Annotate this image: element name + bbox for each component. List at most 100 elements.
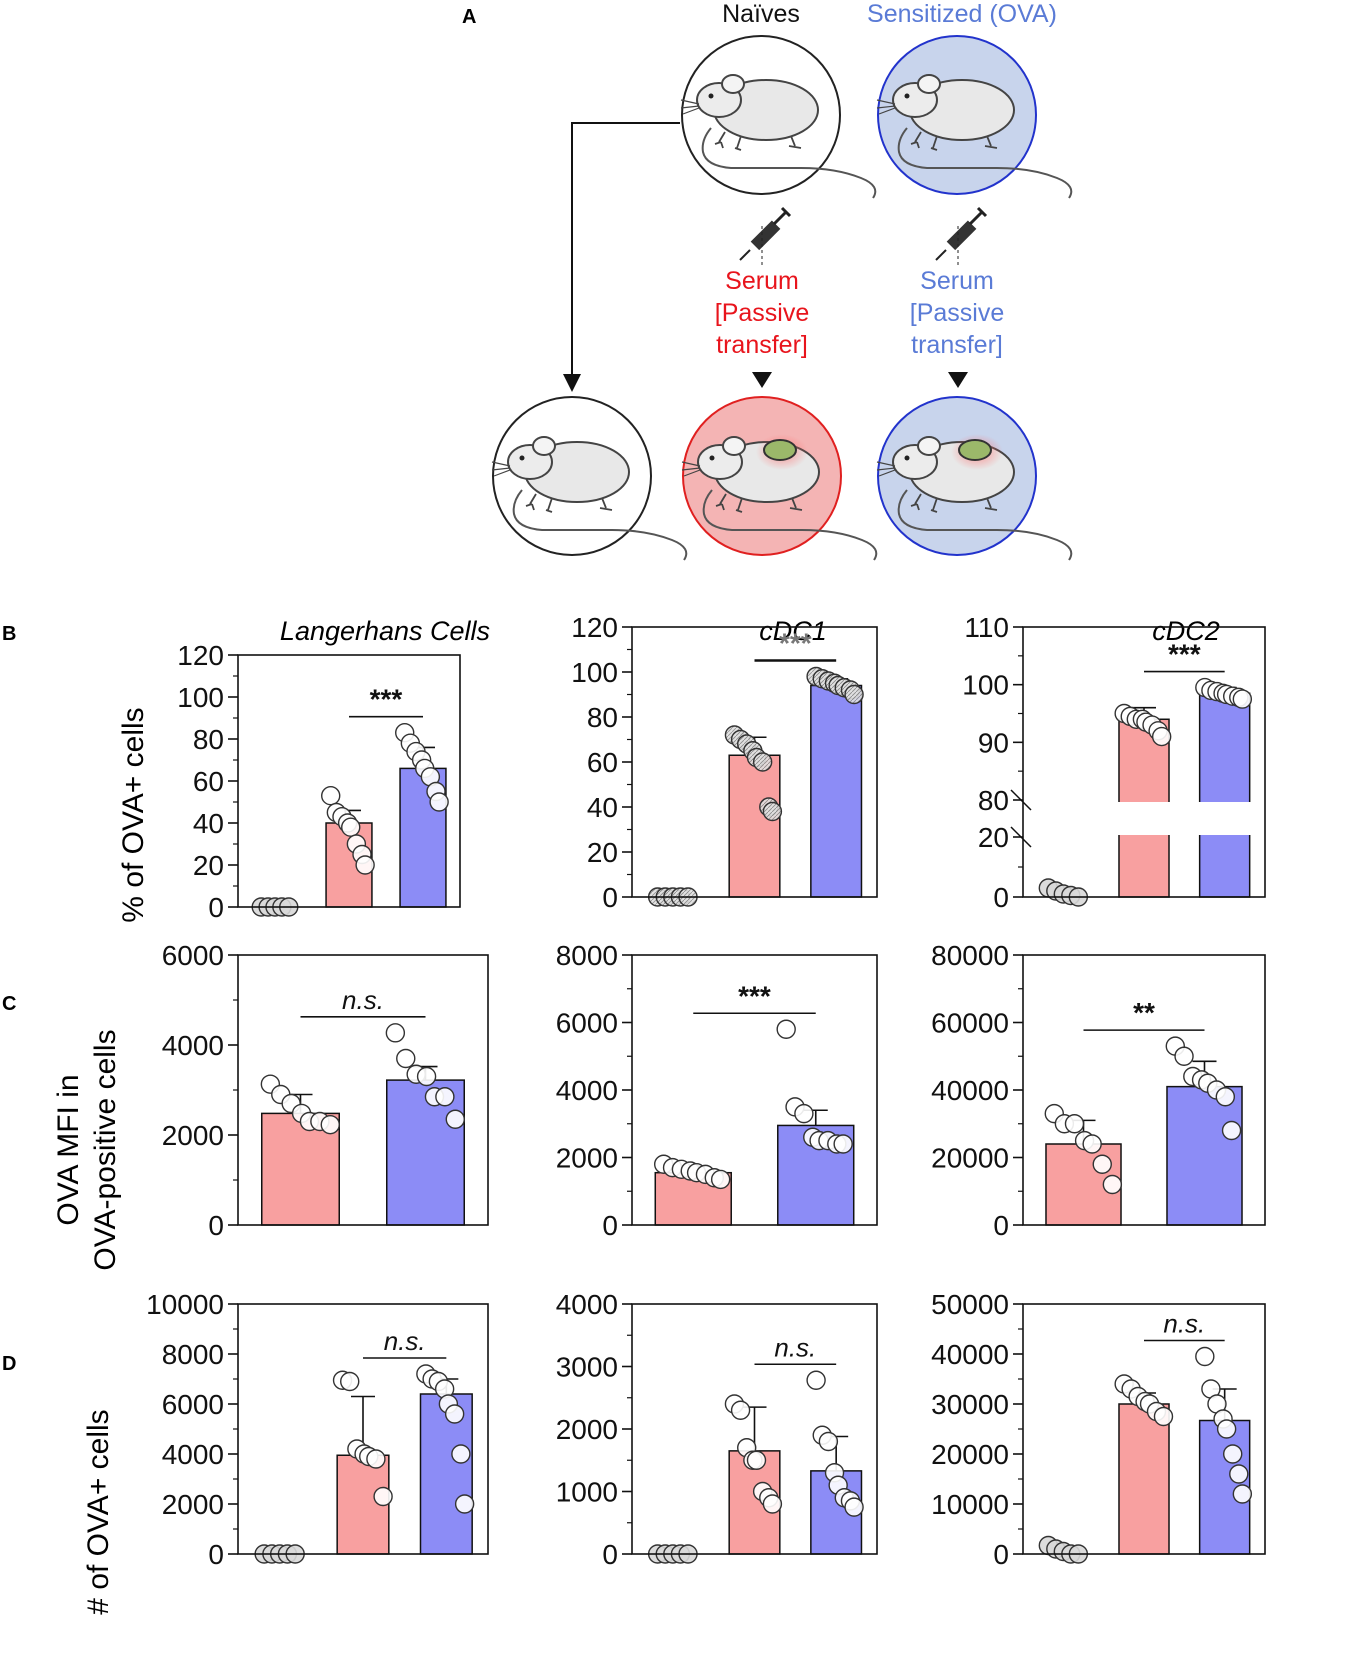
ylabel-row-c-line1: OVA MFI in <box>52 1074 85 1225</box>
y-tick-label: 80000 <box>931 940 1009 971</box>
y-tick-label: 2000 <box>162 1489 224 1520</box>
data-point <box>416 1066 437 1087</box>
data-point <box>445 1109 465 1129</box>
data-point <box>806 1370 826 1390</box>
data-point <box>746 1450 767 1470</box>
data-point <box>730 1400 751 1420</box>
plot-frame <box>1022 626 1266 898</box>
panel-label-a: A <box>462 6 476 28</box>
y-tick-label: 2000 <box>556 1414 618 1445</box>
data-point <box>321 786 341 806</box>
syringe-icon <box>738 206 792 268</box>
chart-c-langerhans: 0 2000 4000 6000 n.s. <box>162 940 489 1241</box>
data-point <box>1151 726 1172 747</box>
data-point <box>451 1444 471 1464</box>
y-tick-label: 4000 <box>556 1075 618 1106</box>
y-tick-label: 60 <box>587 747 618 778</box>
y-tick-label: 6000 <box>162 1389 224 1420</box>
y-tick-label: 90 <box>978 727 1009 758</box>
data-point <box>1221 1120 1242 1141</box>
data-point <box>762 801 783 822</box>
svg-text:Serum: Serum <box>725 267 799 295</box>
svg-text:transfer]: transfer] <box>716 331 808 359</box>
y-tick-label: 0 <box>602 1539 618 1570</box>
arrow-line <box>571 122 680 378</box>
data-point <box>776 1019 796 1039</box>
chart-b-langerhans: 0 20 40 60 80 100 120 *** <box>177 640 461 923</box>
y-tick-label: 30000 <box>931 1389 1009 1420</box>
y-tick-label: 60 <box>193 766 224 797</box>
significance-label: n.s. <box>1163 1309 1205 1339</box>
group-label-naive: Naïves <box>722 0 800 28</box>
y-tick-label: 80 <box>587 702 618 733</box>
axis-break-gap <box>993 802 1275 835</box>
serum-label-blue: Serum [Passive transfer] <box>910 267 1004 359</box>
data-point <box>833 1134 853 1154</box>
bar <box>728 754 781 898</box>
bar <box>386 1079 465 1226</box>
y-tick-label: 8000 <box>556 940 618 971</box>
chart-c-cdc2: 0 20000 40000 60000 80000 ** <box>931 940 1266 1241</box>
significance-label: *** <box>738 980 771 1011</box>
svg-text:Serum: Serum <box>920 267 994 295</box>
data-point <box>844 684 864 705</box>
y-tick-label: 20 <box>978 822 1009 853</box>
chart-b-cdc1: 0 20 40 60 80 100 120 *** <box>571 612 878 913</box>
data-point <box>320 1114 340 1135</box>
column-title-cdc1: cDC1 <box>759 616 827 646</box>
y-tick-label: 10000 <box>931 1489 1009 1520</box>
y-tick-label: 60000 <box>931 1008 1009 1039</box>
data-point <box>340 1371 360 1392</box>
significance-label: ** <box>1133 997 1155 1028</box>
chart-c-cdc1: 0 2000 4000 6000 8000 *** <box>556 940 878 1241</box>
y-tick-label: 2000 <box>162 1120 224 1151</box>
y-tick-label: 4000 <box>162 1030 224 1061</box>
chart-b-cdc2: 0 20 80 90 100 110 *** <box>962 612 1275 913</box>
significance-label: n.s. <box>774 1332 816 1362</box>
serum-label-red: Serum [Passive transfer] <box>715 267 809 359</box>
panel-label-c: C <box>2 993 16 1015</box>
y-tick-label: 0 <box>208 892 224 923</box>
y-tick-label: 6000 <box>556 1008 618 1039</box>
data-point <box>1195 1346 1215 1367</box>
data-point <box>435 1087 455 1107</box>
untreated-mouse <box>491 396 688 561</box>
panel-label-b: B <box>2 623 16 645</box>
data-point <box>396 1048 416 1069</box>
y-tick-label: 3000 <box>556 1352 618 1383</box>
data-point <box>1082 1134 1102 1154</box>
y-tick-label: 0 <box>208 1210 224 1241</box>
y-tick-label: 20 <box>587 837 618 868</box>
y-tick-label: 6000 <box>162 940 224 971</box>
data-point <box>1215 1087 1236 1107</box>
y-tick-label: 4000 <box>556 1289 618 1320</box>
data-point <box>341 817 361 837</box>
y-tick-label: 10000 <box>146 1289 224 1320</box>
data-point <box>385 1023 406 1043</box>
y-tick-label: 0 <box>993 1210 1009 1241</box>
y-tick-label: 40 <box>587 792 618 823</box>
chart-d-langerhans: 0 2000 4000 6000 8000 10000 n.s. <box>146 1289 489 1570</box>
y-tick-label: 20000 <box>931 1143 1009 1174</box>
data-point <box>844 1497 864 1517</box>
y-tick-label: 100 <box>962 670 1009 701</box>
data-point <box>1174 1046 1194 1066</box>
svg-text:[Passive: [Passive <box>910 299 1004 327</box>
y-tick-label: 100 <box>571 657 618 688</box>
y-tick-label: 50000 <box>931 1289 1009 1320</box>
bar <box>1118 1403 1170 1555</box>
y-tick-label: 40000 <box>931 1339 1009 1370</box>
data-point <box>373 1486 393 1507</box>
sensitized-donor-mouse <box>876 35 1073 199</box>
data-point <box>1232 1484 1253 1504</box>
data-point <box>1216 1419 1237 1439</box>
data-point <box>1223 1444 1243 1464</box>
significance-label: *** <box>370 684 403 715</box>
bar <box>1198 692 1251 898</box>
bar <box>810 684 863 898</box>
y-tick-label: 0 <box>602 882 618 913</box>
ylabel-row-b: % of OVA+ cells <box>117 707 150 922</box>
y-tick-label: 20000 <box>931 1439 1009 1470</box>
data-point <box>1153 1406 1174 1427</box>
y-tick-label: 0 <box>993 882 1009 913</box>
